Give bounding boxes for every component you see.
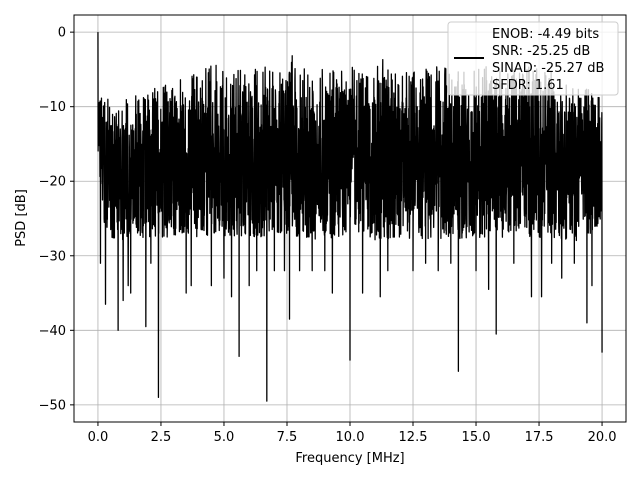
x-axis: 0.0 2.5 5.0 7.5 10.0 12.5 15.0 17.5 20.0 — [88, 422, 617, 445]
x-tick-label: 20.0 — [588, 430, 617, 445]
x-tick-label: 0.0 — [88, 430, 109, 445]
legend-sfdr: SFDR: 1.61 — [492, 78, 564, 93]
psd-line — [97, 32, 603, 402]
y-tick-label: −30 — [39, 249, 66, 264]
legend-snr: SNR: -25.25 dB — [492, 44, 590, 59]
legend-box — [447, 21, 619, 96]
y-tick-label: 0 — [58, 26, 66, 41]
x-axis-label: Frequency [MHz] — [295, 451, 404, 466]
y-tick-label: −50 — [39, 398, 66, 413]
y-axis-label: PSD [dB] — [14, 189, 29, 247]
x-tick-label: 5.0 — [214, 430, 235, 445]
x-tick-label: 7.5 — [277, 430, 298, 445]
y-tick-label: −40 — [39, 324, 66, 339]
x-tick-label: 17.5 — [525, 430, 554, 445]
y-axis: 0 −10 −20 −30 −40 −50 — [39, 26, 74, 413]
x-tick-label: 12.5 — [399, 430, 428, 445]
x-tick-label: 15.0 — [462, 430, 491, 445]
legend-sinad: SINAD: -25.27 dB — [492, 61, 604, 76]
y-tick-label: −10 — [39, 100, 66, 115]
y-tick-label: −20 — [39, 175, 66, 190]
x-tick-label: 10.0 — [336, 430, 365, 445]
psd-series — [97, 32, 603, 402]
x-tick-label: 2.5 — [151, 430, 172, 445]
legend-enob: ENOB: -4.49 bits — [492, 27, 599, 42]
legend: ENOB: -4.49 bits SNR: -25.25 dB SINAD: -… — [447, 21, 619, 96]
